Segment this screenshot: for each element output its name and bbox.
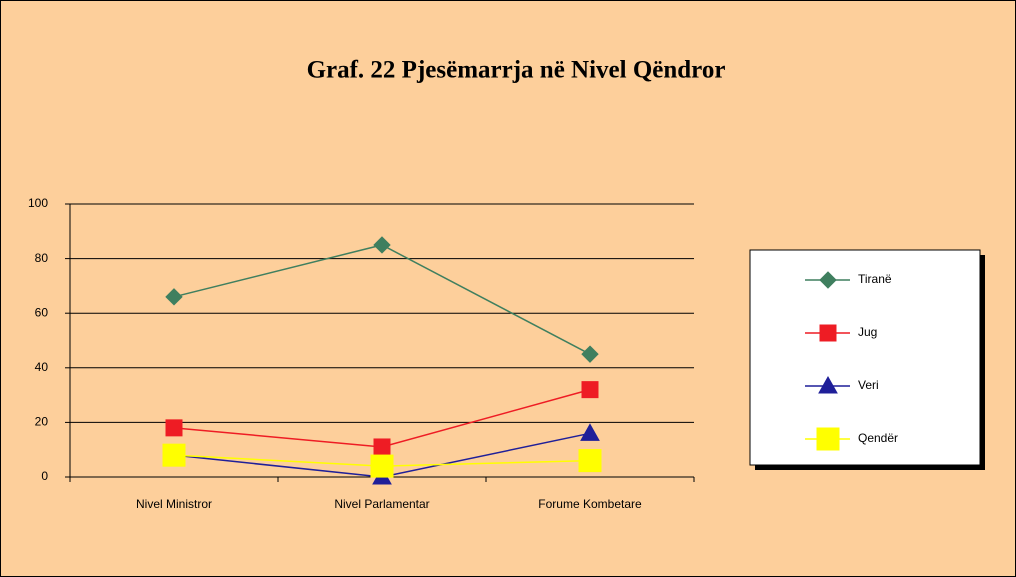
- legend-label: Qendër: [858, 431, 898, 445]
- y-tick-label: 20: [35, 415, 49, 429]
- x-tick-label: Nivel Ministror: [136, 497, 212, 511]
- data-point: [581, 381, 599, 399]
- y-tick-label: 40: [35, 360, 49, 374]
- legend-marker: [819, 324, 837, 342]
- y-tick-label: 60: [35, 305, 49, 319]
- x-tick-label: Nivel Parlamentar: [334, 497, 429, 511]
- y-tick-label: 100: [28, 196, 48, 210]
- data-point: [370, 454, 394, 478]
- data-point: [581, 345, 599, 363]
- data-point: [580, 423, 600, 441]
- data-point: [373, 438, 391, 456]
- data-point: [373, 236, 391, 254]
- legend-marker: [819, 271, 837, 289]
- data-point: [165, 419, 183, 437]
- y-tick-label: 80: [35, 251, 49, 265]
- data-point: [578, 449, 602, 473]
- legend-marker: [818, 375, 838, 394]
- legend: [749, 249, 981, 466]
- data-point: [162, 443, 186, 467]
- data-point: [165, 288, 183, 306]
- legend-label: Tiranë: [858, 272, 892, 286]
- chart-title: Graf. 22 Pjesëmarrja në Nivel Qëndror: [307, 57, 726, 84]
- legend-label: Jug: [858, 325, 877, 339]
- x-tick-label: Forume Kombetare: [538, 497, 642, 511]
- legend-label: Veri: [858, 378, 879, 392]
- legend-marker: [816, 427, 840, 451]
- y-tick-label: 0: [41, 469, 48, 483]
